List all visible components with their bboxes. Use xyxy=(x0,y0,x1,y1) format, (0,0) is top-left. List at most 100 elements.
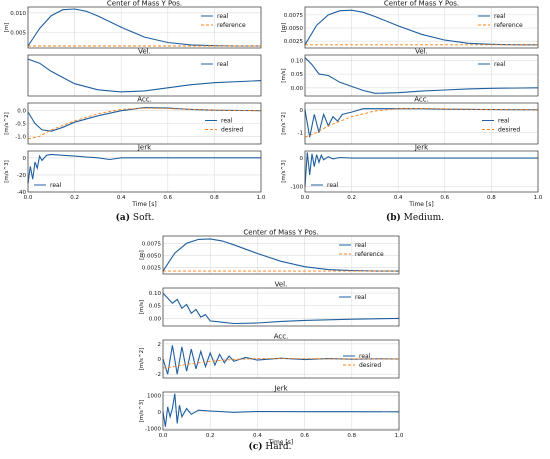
legend-label-real: real xyxy=(494,61,506,68)
caption-a-text: Soft. xyxy=(132,213,155,223)
y-axis-label: [m/s^3] xyxy=(281,160,287,182)
y-axis-label: [m] xyxy=(4,23,10,33)
subplot-1-2: Acc. 0 -1 [m/s^2] real desired xyxy=(281,96,539,145)
series-real xyxy=(304,108,539,138)
y-tick-label: -1 xyxy=(298,131,303,137)
legend: real desired xyxy=(343,353,381,369)
legend-label-reference: reference xyxy=(494,22,523,29)
x-tick-label: 0.2 xyxy=(347,195,356,201)
chart-medium: Center of Mass Y Pos. 0.0025 0.0050 0.0075 [… xyxy=(281,0,543,208)
x-tick-label: 0.0 xyxy=(301,195,310,201)
y-axis-label: [m/s^2] xyxy=(281,112,287,134)
y-axis-label: [m] xyxy=(139,250,145,260)
legend: real desired xyxy=(482,118,520,134)
legend-label-real: real xyxy=(217,61,229,68)
caption-b-text: Medium. xyxy=(403,213,445,223)
y-tick-label: 0.005 xyxy=(10,30,26,36)
caption-a: (a) Soft. xyxy=(95,213,175,223)
subplot-0-2: Acc. 0.0 -0.5 -1.0 [m/s^2] real desired xyxy=(4,96,262,145)
y-axis-label: [m] xyxy=(281,23,287,33)
subplot-title: Jerk xyxy=(414,144,429,152)
x-tick-label: 0.8 xyxy=(210,195,219,201)
caption-a-letter: (a) xyxy=(115,213,131,223)
subplot-1-0: Center of Mass Y Pos. 0.0025 0.0050 0.0075 [… xyxy=(281,0,539,49)
plot-frame xyxy=(304,6,539,49)
y-tick-label: 0.0050 xyxy=(284,26,304,32)
legend-label-real: real xyxy=(498,118,510,125)
subplot-1-1: Vel. 0.10 0.05 0.00 [m/s] real xyxy=(281,48,539,97)
legend-label-real: real xyxy=(221,118,233,125)
legend-label-real: real xyxy=(355,294,367,301)
subplot-2-2: Acc. 2 0 -2 [m/s^2] real desired xyxy=(139,333,400,379)
x-tick-label: 0.8 xyxy=(487,195,496,201)
legend-label-desired: desired xyxy=(221,127,243,134)
series-desired xyxy=(27,107,262,140)
y-tick-label: -2 xyxy=(156,372,161,378)
plot-frame xyxy=(27,150,262,193)
subplot-0-3: Jerk 0 -20 -40 [m/s^3] real 0.0 0.2 0.4 0.6 0.8 1.0… xyxy=(4,144,266,209)
y-axis-label: [m/s^2] xyxy=(139,348,145,370)
series-real xyxy=(304,152,538,187)
plot-frame xyxy=(304,54,539,97)
subplot-2-3: Jerk 1000 0 -1000[m/s^3] 0.0 0.2 0.4 0.6 0.8 1.0 T… xyxy=(139,385,404,447)
y-tick-label: 0.10 xyxy=(291,58,304,64)
x-tick-label: 0.6 xyxy=(300,433,309,439)
plot-frame xyxy=(162,391,400,431)
legend: real xyxy=(311,182,339,189)
caption-c-letter: (c) xyxy=(248,442,263,452)
x-tick-label: 0.4 xyxy=(394,195,403,201)
subplot-1-3: Jerk 0 -100 [m/s^3] real 0.0 0.2 0.4 0.6 0.8 1.0 Ti… xyxy=(281,144,543,209)
subplot-0-0: Center of Mass Y Pos.0.0050.010[m]realre… xyxy=(4,0,262,49)
series-real xyxy=(162,292,400,325)
legend-label-real: real xyxy=(217,13,229,20)
y-tick-label: 0.010 xyxy=(10,11,26,17)
y-tick-label: 0 xyxy=(23,156,27,162)
series-desired xyxy=(304,108,539,138)
series-desired xyxy=(162,358,400,369)
subplot-title: Center of Mass Y Pos. xyxy=(107,0,182,8)
caption-b: (b) Medium. xyxy=(370,213,460,223)
y-axis-label: [m/s] xyxy=(281,68,287,82)
y-tick-label: 0.05 xyxy=(291,72,304,78)
legend-label-desired: desired xyxy=(359,362,381,369)
chart-hard: Center of Mass Y Pos. 0.0025 0.0050 0.0075 [… xyxy=(139,229,404,447)
subplot-2-1: Vel. 0.10 0.05 0.00 [m/s] real xyxy=(139,281,400,327)
series-real xyxy=(27,107,262,132)
y-tick-label: 0.00 xyxy=(291,86,304,92)
chart-soft: Center of Mass Y Pos. 0.005 0.010[m] real re… xyxy=(4,0,266,208)
caption-b-letter: (b) xyxy=(385,213,401,223)
legend-label-desired: desired xyxy=(498,127,520,134)
plot-frame xyxy=(162,287,400,327)
subplot-title: Acc. xyxy=(274,333,289,341)
caption-c-text: Hard. xyxy=(265,442,292,452)
series-real xyxy=(27,58,262,93)
y-axis-label: [m/s] xyxy=(139,300,145,314)
x-tick-label: 0.4 xyxy=(253,433,262,439)
x-tick-label: 1.0 xyxy=(534,195,543,201)
plot-frame xyxy=(162,235,400,275)
plot-frame xyxy=(304,150,539,193)
subplot-title: Acc. xyxy=(414,96,429,104)
legend: real xyxy=(339,294,367,301)
x-tick-label: 0.0 xyxy=(24,195,33,201)
x-tick-label: 0.4 xyxy=(117,195,126,201)
y-tick-label: 0.0050 xyxy=(142,253,162,259)
y-tick-label: 0.0075 xyxy=(142,241,162,247)
y-tick-label: -20 xyxy=(17,173,26,179)
subplot-title: Center of Mass Y Pos. xyxy=(384,0,459,8)
series-real xyxy=(27,153,261,184)
y-tick-label: 0.0075 xyxy=(284,13,304,19)
x-axis-label: Time [s] xyxy=(408,201,433,208)
legend-label-real: real xyxy=(355,242,367,249)
subplot-title: Center of Mass Y Pos. xyxy=(243,229,318,237)
x-tick-label: 0.6 xyxy=(163,195,172,201)
subplot-title: Acc. xyxy=(137,96,152,104)
y-tick-label: 0 xyxy=(158,357,162,363)
y-tick-label: 0 xyxy=(300,156,304,162)
caption-c: (c) Hard. xyxy=(230,442,310,452)
series-real xyxy=(162,238,399,272)
y-tick-label: 0.0025 xyxy=(142,266,162,272)
y-axis-label: [m/s^3] xyxy=(4,160,10,182)
plot-frame xyxy=(162,339,400,379)
x-axis-label: Time [s] xyxy=(268,439,293,446)
